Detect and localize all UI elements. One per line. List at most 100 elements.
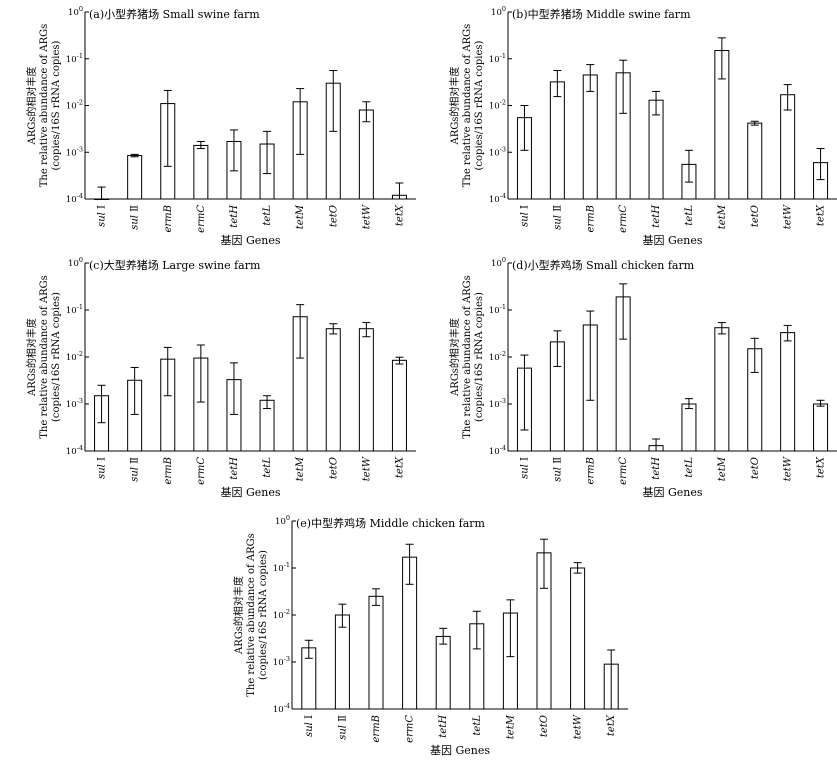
chart-panel-3: 100 10-1 10-2 10-3 10-4 (d)小型养鸡场 Small chicke… <box>448 256 837 499</box>
category-label-3: ermC <box>618 457 629 485</box>
category-label-5: tetL <box>262 205 273 226</box>
y-axis-label-line-0: ARGs的相对丰度 <box>25 318 38 397</box>
category-label-0: sul Ⅰ <box>304 715 315 737</box>
category-label-7: tetO <box>328 205 339 227</box>
bar-7 <box>325 328 341 452</box>
category-label-1: sul Ⅱ <box>337 715 348 740</box>
x-axis-label: 基因 Genes <box>220 234 280 247</box>
category-label-7: tetO <box>750 457 761 479</box>
category-label-6: tetM <box>295 456 306 481</box>
category-label-7: tetO <box>750 205 761 227</box>
category-label-9: tetX <box>394 204 405 226</box>
y-tick-label: 10-3 <box>66 145 83 158</box>
y-tick-label: 100 <box>68 256 83 269</box>
category-label-9: tetX <box>394 456 405 478</box>
category-label-2: ermB <box>371 715 382 743</box>
category-label-3: ermC <box>405 715 416 743</box>
y-axis-label-line-2: (copies/16S rRNA copies) <box>51 40 62 170</box>
category-label-6: tetM <box>505 714 516 739</box>
category-label-2: ermB <box>163 205 174 233</box>
bar-3 <box>193 144 209 200</box>
bar-9 <box>391 359 407 452</box>
bar-8 <box>358 328 374 452</box>
y-axis-label-line-0: ARGs的相对丰度 <box>25 67 38 146</box>
category-label-2: ermB <box>585 457 596 485</box>
category-label-4: tetH <box>229 457 240 480</box>
y-axis-label-line-1: The relative abundance of ARGs <box>39 24 50 188</box>
category-label-6: tetM <box>295 204 306 229</box>
y-axis-label-line-1: The relative abundance of ARGs <box>246 533 257 697</box>
bar-2 <box>368 595 384 710</box>
category-label-1: sul Ⅱ <box>552 205 563 230</box>
x-axis-label: 基因 Genes <box>642 486 702 499</box>
category-label-0: sul Ⅰ <box>519 205 530 227</box>
y-tick-label: 10-1 <box>273 561 290 574</box>
y-tick-label: 10-2 <box>66 99 83 112</box>
chart-title: (b)中型养猪场 Middle swine farm <box>512 7 691 21</box>
bar-4 <box>435 635 451 710</box>
category-label-8: tetW <box>361 456 372 481</box>
category-label-5: tetL <box>472 715 483 736</box>
chart-panel-4: 100 10-1 10-2 10-3 10-4 (e)中型养鸡场 Middle chick… <box>232 514 628 757</box>
chart-title: (c)大型养猪场 Large swine farm <box>89 258 261 272</box>
bar-5 <box>681 403 697 452</box>
category-label-5: tetL <box>262 457 273 478</box>
category-label-4: tetH <box>651 457 662 480</box>
bar-6 <box>714 327 730 452</box>
bar-8 <box>570 567 586 710</box>
bar-1 <box>549 81 565 200</box>
category-label-1: sul Ⅱ <box>130 457 141 482</box>
y-tick-label: 10-4 <box>273 702 290 715</box>
bar-7 <box>747 122 763 200</box>
y-axis-label-line-0: ARGs的相对丰度 <box>232 576 245 655</box>
y-tick-label: 100 <box>275 514 290 527</box>
category-label-8: tetW <box>783 456 794 481</box>
y-tick-label: 10-2 <box>66 350 83 363</box>
y-axis-label-line-1: The relative abundance of ARGs <box>462 275 473 439</box>
chart-title: (e)中型养鸡场 Middle chicken farm <box>296 516 486 530</box>
category-label-4: tetH <box>229 205 240 228</box>
bar-1 <box>127 155 143 200</box>
category-label-3: ermC <box>618 205 629 233</box>
category-label-5: tetL <box>684 205 695 226</box>
category-label-8: tetW <box>573 714 584 739</box>
category-label-3: ermC <box>196 205 207 233</box>
y-tick-label: 10-3 <box>489 145 506 158</box>
y-tick-label: 10-1 <box>66 303 83 316</box>
category-label-9: tetX <box>816 204 827 226</box>
category-label-4: tetH <box>651 205 662 228</box>
x-axis-label: 基因 Genes <box>430 744 490 757</box>
category-label-4: tetH <box>438 715 449 738</box>
category-label-8: tetW <box>361 204 372 229</box>
chart-panel-1: 100 10-1 10-2 10-3 10-4 (b)中型养猪场 Middle swine… <box>448 5 837 247</box>
category-label-9: tetX <box>606 714 617 736</box>
y-tick-label: 10-3 <box>273 655 290 668</box>
y-axis-label-line-2: (copies/16S rRNA copies) <box>258 550 269 680</box>
category-label-7: tetO <box>328 457 339 479</box>
chart-title: (a)小型养猪场 Small swine farm <box>89 7 260 21</box>
bar-8 <box>358 109 374 200</box>
bar-8 <box>780 332 796 452</box>
category-label-3: ermC <box>196 457 207 485</box>
y-tick-label: 10-2 <box>273 608 290 621</box>
category-label-2: ermB <box>163 457 174 485</box>
y-tick-label: 10-4 <box>66 192 83 205</box>
x-axis-label: 基因 Genes <box>642 234 702 247</box>
category-label-2: ermB <box>585 205 596 233</box>
category-label-6: tetM <box>717 456 728 481</box>
y-tick-label: 10-1 <box>489 52 506 65</box>
y-axis-label-line-1: The relative abundance of ARGs <box>462 24 473 188</box>
y-axis-label-line-2: (copies/16S rRNA copies) <box>51 292 62 422</box>
chart-panel-2: 100 10-1 10-2 10-3 10-4 (c)大型养猪场 Large swine … <box>25 256 416 499</box>
x-axis-label: 基因 Genes <box>220 486 280 499</box>
y-tick-label: 100 <box>68 5 83 18</box>
chart-panel-0: 100 10-1 10-2 10-3 10-4 (a)小型养猪场 Small swine … <box>25 5 416 247</box>
category-label-6: tetM <box>717 204 728 229</box>
y-tick-label: 10-3 <box>489 397 506 410</box>
y-axis-label-line-2: (copies/16S rRNA copies) <box>474 292 485 422</box>
chart-title: (d)小型养鸡场 Small chicken farm <box>512 258 695 272</box>
y-tick-label: 10-2 <box>489 99 506 112</box>
bar-2 <box>582 74 598 200</box>
y-tick-label: 10-2 <box>489 350 506 363</box>
y-axis-label-line-0: ARGs的相对丰度 <box>448 67 461 146</box>
